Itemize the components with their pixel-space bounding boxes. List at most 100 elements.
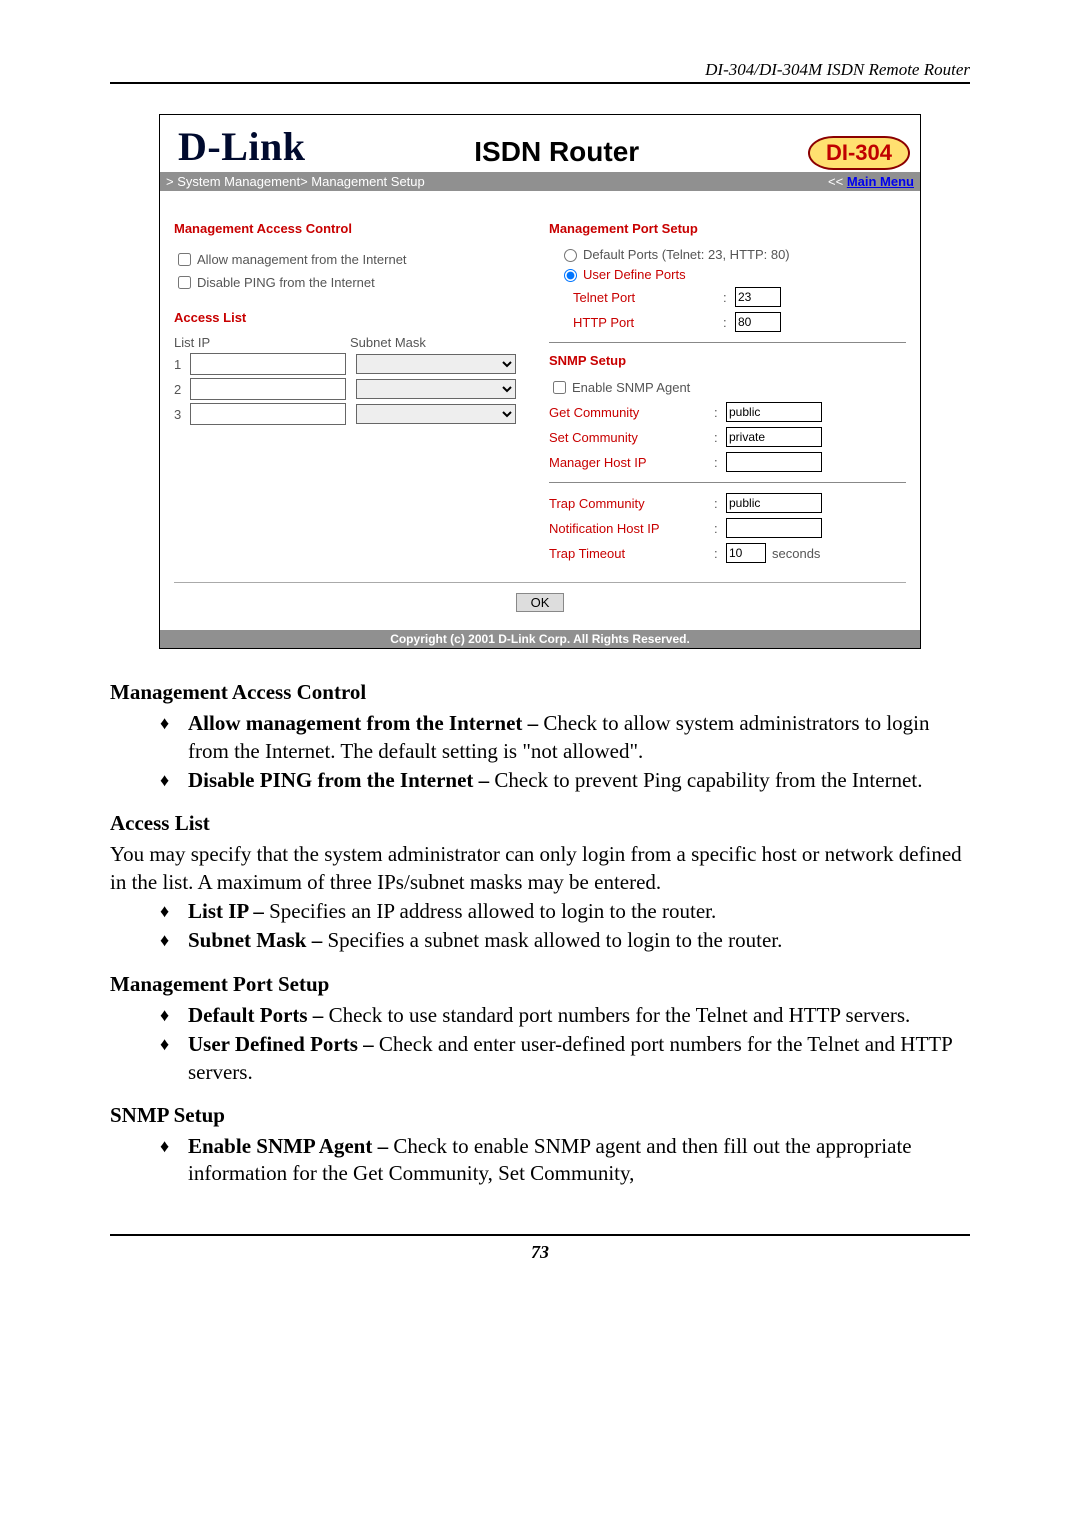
telnet-port-row: Telnet Port :	[573, 287, 906, 307]
product-title: ISDN Router	[474, 136, 639, 168]
default-ports-radio[interactable]	[564, 249, 577, 262]
list-ip-input[interactable]	[190, 353, 346, 375]
list-item: ♦Disable PING from the Internet – Check …	[160, 767, 970, 794]
seconds-label: seconds	[772, 546, 820, 561]
row-index: 2	[174, 382, 190, 397]
list-ip-input[interactable]	[190, 378, 346, 400]
enable-snmp-label: Enable SNMP Agent	[572, 380, 690, 395]
port-heading: Management Port Setup	[110, 971, 970, 998]
set-community-row: Set Community:	[549, 427, 906, 447]
diamond-bullet-icon: ♦	[160, 1002, 188, 1029]
model-badge: DI-304	[808, 136, 910, 170]
snmp-title: SNMP Setup	[549, 353, 906, 368]
copyright-bar: Copyright (c) 2001 D-Link Corp. All Righ…	[160, 630, 920, 648]
list-item: ♦User Defined Ports – Check and enter us…	[160, 1031, 970, 1086]
set-community-input[interactable]	[726, 427, 822, 447]
allow-mgmt-checkbox[interactable]	[178, 253, 191, 266]
main-menu-link[interactable]: << Main Menu	[828, 174, 914, 189]
manager-host-label: Manager Host IP	[549, 455, 714, 470]
item-body: Specifies a subnet mask allowed to login…	[322, 928, 782, 952]
list-item: ♦Default Ports – Check to use standard p…	[160, 1002, 970, 1029]
telnet-port-input[interactable]	[735, 287, 781, 307]
diamond-bullet-icon: ♦	[160, 1133, 188, 1188]
router-admin-screenshot: D-Link ISDN Router DI-304 > System Manag…	[159, 114, 921, 649]
access-row-1: 1	[174, 353, 531, 375]
trap-community-input[interactable]	[726, 493, 822, 513]
item-body: Check to prevent Ping capability from th…	[489, 768, 922, 792]
allow-mgmt-label: Allow management from the Internet	[197, 252, 407, 267]
dlink-logo: D-Link	[170, 123, 306, 170]
item-term: Disable PING from the Internet –	[188, 768, 489, 792]
trap-community-label: Trap Community	[549, 496, 714, 511]
notification-host-input[interactable]	[726, 518, 822, 538]
item-term: List IP –	[188, 899, 264, 923]
get-community-label: Get Community	[549, 405, 714, 420]
breadcrumb: > System Management> Management Setup	[166, 174, 425, 189]
enable-snmp-row: Enable SNMP Agent	[549, 378, 906, 397]
diamond-bullet-icon: ♦	[160, 767, 188, 794]
breadcrumb-item: Management Setup	[311, 174, 424, 189]
access-row-3: 3	[174, 403, 531, 425]
breadcrumb-sep: >	[300, 174, 311, 189]
mac-list: ♦Allow management from the Internet – Ch…	[110, 710, 970, 794]
http-port-row: HTTP Port :	[573, 312, 906, 332]
access-list-doc: ♦List IP – Specifies an IP address allow…	[110, 898, 970, 955]
enable-snmp-checkbox[interactable]	[553, 381, 566, 394]
right-column: Management Port Setup Default Ports (Tel…	[549, 221, 906, 568]
item-term: User Defined Ports –	[188, 1032, 374, 1056]
default-ports-label: Default Ports (Telnet: 23, HTTP: 80)	[583, 247, 790, 262]
disable-ping-checkbox[interactable]	[178, 276, 191, 289]
list-ip-input[interactable]	[190, 403, 346, 425]
default-ports-row: Default Ports (Telnet: 23, HTTP: 80)	[559, 246, 906, 262]
manager-host-input[interactable]	[726, 452, 822, 472]
mac-title: Management Access Control	[174, 221, 531, 236]
http-port-label: HTTP Port	[573, 315, 723, 330]
user-define-radio[interactable]	[564, 269, 577, 282]
screenshot-header: D-Link ISDN Router DI-304	[160, 115, 920, 172]
manager-host-row: Manager Host IP:	[549, 452, 906, 472]
diamond-bullet-icon: ♦	[160, 710, 188, 765]
subnet-select[interactable]	[356, 354, 516, 374]
http-port-input[interactable]	[735, 312, 781, 332]
subnet-select[interactable]	[356, 404, 516, 424]
set-community-label: Set Community	[549, 430, 714, 445]
list-ip-header: List IP	[174, 335, 350, 350]
snmp-list: ♦Enable SNMP Agent – Check to enable SNM…	[110, 1133, 970, 1188]
mac-heading: Management Access Control	[110, 679, 970, 706]
get-community-input[interactable]	[726, 402, 822, 422]
disable-ping-row: Disable PING from the Internet	[174, 273, 531, 292]
port-setup-title: Management Port Setup	[549, 221, 906, 236]
ok-button[interactable]: OK	[516, 593, 565, 612]
telnet-port-label: Telnet Port	[573, 290, 723, 305]
main-menu-prefix: <<	[828, 174, 847, 189]
item-term: Enable SNMP Agent –	[188, 1134, 388, 1158]
access-list-headers: List IP Subnet Mask	[174, 335, 531, 350]
item-term: Subnet Mask –	[188, 928, 322, 952]
subnet-select[interactable]	[356, 379, 516, 399]
divider	[549, 342, 906, 343]
breadcrumb-bar: > System Management> Management Setup <<…	[160, 172, 920, 191]
left-column: Management Access Control Allow manageme…	[174, 221, 531, 568]
get-community-row: Get Community:	[549, 402, 906, 422]
list-item: ♦Enable SNMP Agent – Check to enable SNM…	[160, 1133, 970, 1188]
snmp-heading: SNMP Setup	[110, 1102, 970, 1129]
list-item: ♦List IP – Specifies an IP address allow…	[160, 898, 970, 925]
access-list-title: Access List	[174, 310, 531, 325]
access-heading: Access List	[110, 810, 970, 837]
row-index: 3	[174, 407, 190, 422]
user-define-row: User Define Ports	[559, 266, 906, 282]
item-body: Check to use standard port numbers for t…	[323, 1003, 910, 1027]
page-number: 73	[110, 1234, 970, 1263]
breadcrumb-item: System Management	[177, 174, 300, 189]
trap-community-row: Trap Community:	[549, 493, 906, 513]
diamond-bullet-icon: ♦	[160, 898, 188, 925]
diamond-bullet-icon: ♦	[160, 1031, 188, 1086]
screenshot-body: Management Access Control Allow manageme…	[160, 191, 920, 582]
subnet-header: Subnet Mask	[350, 335, 426, 350]
notification-host-label: Notification Host IP	[549, 521, 714, 536]
notification-host-row: Notification Host IP:	[549, 518, 906, 538]
item-term: Allow management from the Internet –	[188, 711, 538, 735]
trap-timeout-input[interactable]	[726, 543, 766, 563]
main-menu-label: Main Menu	[847, 174, 914, 189]
divider	[549, 482, 906, 483]
